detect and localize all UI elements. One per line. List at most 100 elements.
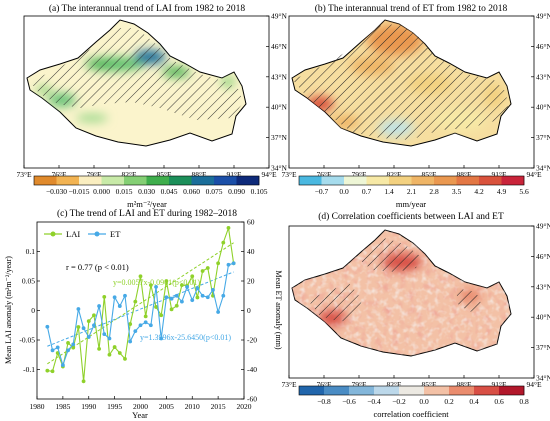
- point-lai: [195, 295, 200, 300]
- x-tick-label: 1985: [55, 402, 70, 411]
- point-lai: [81, 379, 86, 384]
- point-et: [159, 336, 164, 341]
- panel-c-axes: 1980 1985 1990 1995 2000 2005 2010 2015 2020-0.1…: [19, 218, 257, 412]
- x-tick-label: 76°E: [51, 170, 66, 179]
- y-right-tick-label: 0: [247, 306, 251, 315]
- legend-lai-label: LAI: [66, 229, 80, 239]
- colorbar-swatch: [344, 176, 367, 185]
- colorbar-label: −0.4: [367, 397, 381, 406]
- point-lai: [205, 266, 210, 270]
- colorbar-swatch: [456, 176, 480, 185]
- point-et: [128, 339, 133, 344]
- panel-d-colorbar-unit: correlation coefficient: [373, 409, 449, 419]
- point-et: [107, 336, 112, 341]
- panel-c-title: (c) The trend of LAI and ET during 1982–…: [57, 208, 237, 219]
- point-lai: [164, 279, 169, 283]
- y-tick-label: 43°N: [271, 72, 287, 81]
- colorbar-label: −0.030: [46, 187, 67, 196]
- x-tick-label: 91°E: [491, 170, 506, 179]
- point-lai: [174, 303, 179, 308]
- colorbar-label: −0.015: [68, 187, 89, 196]
- point-et: [221, 293, 226, 298]
- y-right-tick-label: -40: [247, 365, 257, 374]
- fit-line-lai: [47, 242, 234, 365]
- x-tick-label: 1990: [81, 402, 96, 411]
- colorbar-label: 0.2: [444, 397, 454, 406]
- panel-a-x-ticks: 73°E 76°E 79°E 82°E 85°E 88°E 91°E 94°E: [16, 165, 277, 179]
- x-tick-label: 2000: [133, 402, 148, 411]
- x-tick-label: 73°E: [281, 170, 296, 179]
- point-et: [211, 287, 215, 292]
- point-et: [123, 293, 127, 298]
- panel-a-map: [26, 19, 247, 147]
- point-lai: [117, 351, 122, 355]
- panel-c-lai-fit-label: y=0.0057x-0.0961(p<0.01): [113, 278, 200, 287]
- point-lai: [143, 314, 148, 319]
- point-et: [185, 285, 189, 289]
- colorbar-swatch: [146, 176, 170, 185]
- colorbar-outline: [33, 175, 260, 186]
- colorbar-label: 3.5: [452, 187, 462, 196]
- colorbar-outline: [298, 175, 525, 186]
- colorbar-outline: [298, 385, 525, 396]
- x-tick-label: 2005: [159, 402, 174, 411]
- x-tick-label: 85°E: [421, 170, 436, 179]
- colorbar-swatch: [366, 176, 390, 185]
- x-tick-label: 91°E: [491, 380, 506, 389]
- colorbar-swatch: [56, 176, 80, 185]
- legend-et-marker: [94, 231, 100, 237]
- x-tick-label: 82°E: [386, 170, 401, 179]
- y-tick-label: 49°N: [536, 12, 550, 21]
- colorbar-swatch: [34, 176, 57, 185]
- point-et: [60, 363, 65, 367]
- point-et: [231, 261, 236, 266]
- panel-d-hatch: [308, 238, 482, 322]
- x-tick-label: 2015: [211, 402, 226, 411]
- colorbar-swatch: [101, 176, 125, 185]
- colorbar-swatch: [214, 176, 237, 185]
- panel-a-y-ticks: 34°N 37°N 40°N 43°N 46°N 49°N: [266, 12, 287, 173]
- panel-c-annotation: r = 0.77 (p < 0.01): [66, 262, 129, 272]
- point-lai: [226, 226, 231, 230]
- y-tick-label: 43°N: [536, 282, 550, 291]
- colorbar-swatch: [299, 176, 322, 185]
- x-tick-label: 76°E: [316, 380, 331, 389]
- point-lai: [102, 295, 107, 299]
- panel-lai-trend-map: (a) The interannual trend of LAI from 19…: [16, 3, 287, 209]
- point-et: [66, 348, 70, 353]
- panel-b-y-ticks: 34°N 37°N 40°N 43°N 46°N 49°N: [531, 12, 550, 173]
- panel-a-colorbar-unit: m²m⁻²/year: [127, 199, 167, 209]
- panel-c-et-fit-label: y=1.3996x-25.6450(p<0.01): [140, 333, 231, 342]
- y-right-tick-label: -60: [247, 395, 257, 404]
- colorbar-label: −0.8: [317, 397, 331, 406]
- y-left-tick-label: 0.1: [26, 247, 36, 256]
- y-right-tick-label: 40: [247, 247, 255, 256]
- point-et: [117, 304, 122, 308]
- colorbar-label: 4.9: [497, 187, 507, 196]
- y-tick-label: 49°N: [271, 12, 287, 21]
- x-tick-label: 91°E: [226, 170, 241, 179]
- colorbar-label: 0.045: [161, 187, 178, 196]
- point-lai: [45, 368, 50, 373]
- x-tick-label: 76°E: [316, 170, 331, 179]
- y-tick-label: 49°N: [536, 222, 550, 231]
- point-lai: [148, 283, 153, 288]
- colorbar-label: 0.6: [494, 397, 504, 406]
- point-et: [154, 285, 158, 289]
- point-lai: [169, 307, 174, 312]
- colorbar-swatch: [321, 176, 345, 185]
- panel-c-plot-frame: [36, 221, 245, 400]
- point-et: [164, 295, 169, 300]
- point-lai: [86, 319, 91, 324]
- colorbar-label: 0.105: [251, 187, 268, 196]
- point-lai: [123, 356, 127, 361]
- colorbar-swatch: [124, 176, 147, 185]
- point-lai: [190, 274, 195, 279]
- point-et: [226, 262, 231, 267]
- point-lai: [180, 283, 184, 288]
- colorbar-swatch: [374, 386, 400, 395]
- colorbar-label: −0.6: [342, 397, 356, 406]
- x-tick-label: 1995: [107, 402, 122, 411]
- panel-d-y-ticks: 34°N 37°N 40°N 43°N 46°N 49°N: [531, 222, 550, 383]
